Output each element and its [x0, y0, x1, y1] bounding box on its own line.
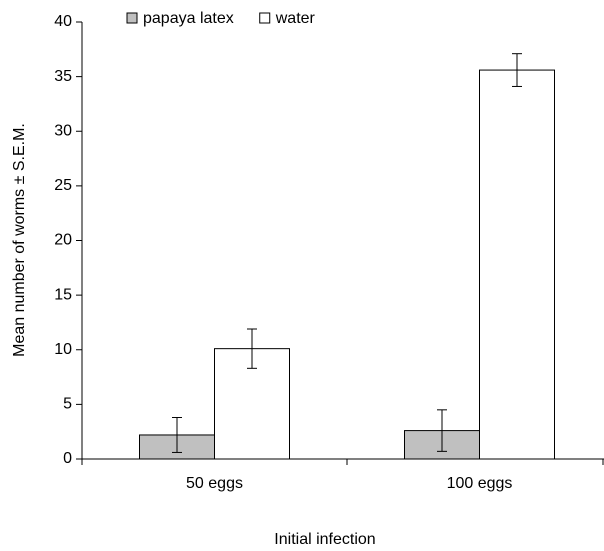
y-tick-label: 15	[54, 286, 72, 303]
y-axis-label: Mean number of worms ± S.E.M.	[11, 123, 28, 357]
y-tick-label: 30	[54, 122, 72, 139]
y-tick-label: 5	[63, 396, 72, 413]
legend-label: water	[275, 10, 316, 27]
legend-swatch	[126, 12, 138, 24]
x-tick-label: 100 eggs	[447, 475, 513, 492]
y-tick-label: 40	[54, 13, 72, 30]
y-tick-label: 10	[54, 341, 72, 358]
legend-swatch	[259, 12, 271, 24]
y-tick-label: 25	[54, 177, 72, 194]
y-tick-label: 0	[63, 450, 72, 467]
bar	[479, 69, 555, 460]
x-axis-label: Initial infection	[274, 531, 375, 548]
x-tick-label: 50 eggs	[186, 475, 243, 492]
y-tick-label: 20	[54, 232, 72, 249]
legend-label: papaya latex	[143, 10, 234, 27]
y-tick-label: 35	[54, 68, 72, 85]
